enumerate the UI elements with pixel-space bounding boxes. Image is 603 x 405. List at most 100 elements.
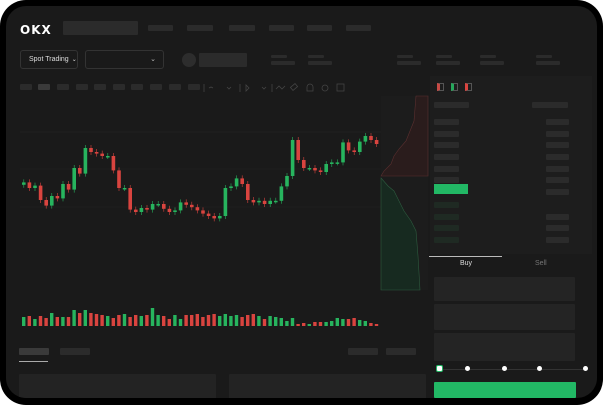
depth-asks [380,95,429,177]
candle [111,156,116,171]
candle [302,160,306,168]
stat-label [436,55,452,58]
volume-bar [27,316,31,326]
search-bar[interactable] [63,21,138,35]
slider-step[interactable] [583,366,588,371]
stat-label [308,55,324,58]
candle [330,162,334,164]
candle [178,202,183,211]
timeframe-button[interactable] [131,84,143,90]
candle [257,200,261,203]
candle [190,204,194,208]
amount-slider[interactable] [436,365,588,373]
pair-select[interactable]: ⌄ [85,50,164,69]
bid-amount [546,225,569,231]
nav-item[interactable] [187,25,213,31]
candle [268,200,272,204]
candle [313,168,317,171]
volume-bar [50,313,54,326]
filter-button[interactable] [386,348,416,355]
candle [128,188,132,210]
candlestick-chart[interactable] [6,6,597,398]
filter-button[interactable] [348,348,378,355]
candle [240,178,244,184]
candle [94,152,99,154]
tab-buy[interactable]: Buy [460,260,473,267]
volume-bar [122,314,127,326]
volume-bar [167,319,171,326]
volume-bar [369,323,373,326]
candle [117,170,121,188]
volume-bar [363,321,367,326]
ask-amount [546,142,569,148]
trading-screen: OKX Spot Trading ⌄ ⌄ [6,6,597,398]
nav-item[interactable] [229,25,255,31]
slider-step[interactable] [465,366,470,371]
ask-amount [546,154,569,160]
candle [369,136,373,140]
buy-button[interactable] [434,382,576,398]
volume-bar [94,314,99,326]
depth-bids [380,177,421,291]
volume-bar [184,315,188,326]
volume-bar [78,313,82,326]
timeframe-button[interactable] [94,84,106,90]
slider-step[interactable] [537,366,542,371]
volume-bar [206,315,211,326]
candle [206,213,211,216]
order-book-both-icon[interactable] [437,83,444,91]
timeframe-button[interactable] [113,84,125,90]
logo-text: OKX [20,23,52,37]
volume-bar [302,323,306,326]
volume-bar [335,318,339,326]
volume-bar [313,322,317,326]
volume-bar [178,319,183,326]
timeframe-button[interactable] [150,84,162,90]
candle [100,153,104,156]
ask-amount [546,131,569,137]
pair-price [199,53,247,67]
total-input[interactable] [434,333,575,361]
volume-bar [318,322,323,326]
bid-price [434,202,459,208]
candle [307,168,312,170]
candle [167,208,172,212]
candle [363,136,368,142]
timeframe-button[interactable] [169,84,181,90]
stat-value [397,61,421,65]
price-input[interactable] [434,277,575,301]
candle [285,176,289,187]
nav-item[interactable] [346,25,371,31]
volume-bar [234,315,239,326]
tab-order-history[interactable] [60,348,90,355]
nav-item[interactable] [269,25,294,31]
candle [22,182,26,185]
candle [374,140,379,144]
slider-step[interactable] [502,366,507,371]
volume-bar [201,317,205,326]
volume-bar [83,310,87,326]
candle [279,186,284,201]
timeframe-button[interactable] [188,84,200,90]
amount-input[interactable] [434,304,575,330]
candle [66,184,71,190]
order-book-bids-icon[interactable] [451,83,458,91]
okx-logo[interactable]: OKX [20,21,52,36]
bid-amount [546,237,569,243]
volume-bar [262,319,267,326]
ask-price [434,131,459,137]
nav-item[interactable] [148,25,173,31]
tab-open-orders[interactable] [19,348,49,355]
nav-item[interactable] [307,25,332,31]
timeframe-button[interactable] [20,84,32,90]
candle [358,141,362,152]
timeframe-button[interactable] [57,84,69,90]
candle [145,208,149,210]
market-type-select[interactable]: Spot Trading ⌄ [20,50,78,69]
order-book-asks-icon[interactable] [465,83,472,91]
timeframe-button[interactable] [76,84,88,90]
volume-bar [352,318,356,326]
timeframe-button[interactable] [38,84,50,90]
slider-handle[interactable] [436,365,443,372]
tab-sell[interactable]: Sell [535,260,547,267]
